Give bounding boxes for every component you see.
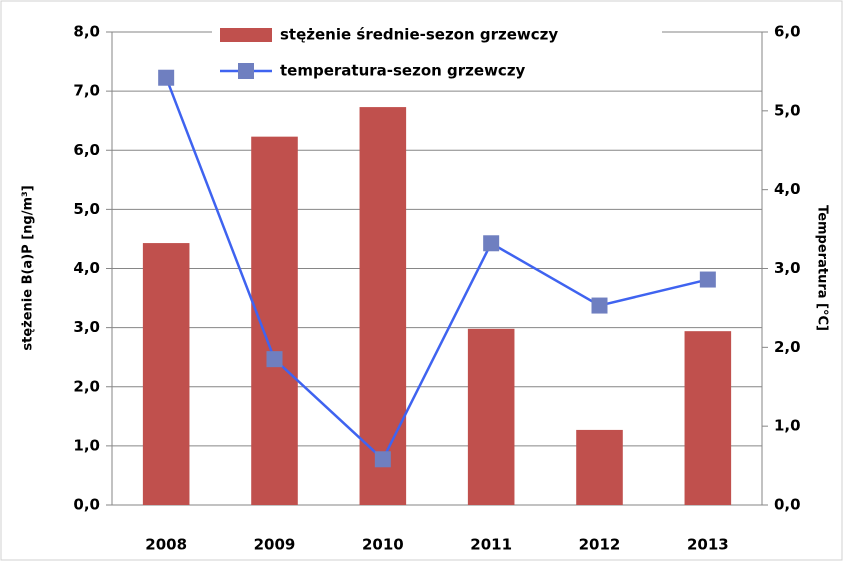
marker: [699, 271, 716, 288]
marker: [266, 351, 283, 368]
y-tick-label: 1,0: [73, 436, 100, 454]
line: [165, 77, 709, 462]
marker: [591, 297, 608, 314]
legend-label: stężenie średnie-sezon grzewczy: [280, 26, 558, 44]
bar: [576, 429, 623, 505]
y-tick-label: 7,0: [73, 82, 100, 100]
legend-box: [212, 18, 662, 88]
bar: [467, 328, 515, 505]
y2-tick-label: 3,0: [774, 259, 801, 277]
legend-marker: [238, 63, 254, 79]
bar: [251, 136, 298, 505]
x-tick-label: 2009: [254, 536, 296, 554]
x-tick-label: 2011: [470, 536, 512, 554]
y2-axis-label: Temperatura [°C]: [815, 205, 830, 331]
y-tick-label: 8,0: [73, 23, 100, 41]
marker: [158, 69, 175, 86]
y-tick-label: 4,0: [73, 259, 100, 277]
bar: [684, 331, 732, 505]
marker: [374, 451, 391, 468]
bar: [359, 107, 407, 506]
y-tick-label: 2,0: [73, 377, 100, 395]
x-tick-label: 2008: [145, 536, 187, 554]
y2-tick-label: 0,0: [774, 496, 801, 514]
y-tick-label: 5,0: [73, 200, 100, 218]
marker: [483, 235, 500, 252]
y2-tick-label: 5,0: [774, 101, 801, 119]
legend-label: temperatura-sezon grzewczy: [280, 62, 526, 80]
y-axis-label: stężenie B(a)P [ng/m³]: [21, 185, 36, 350]
y2-tick-label: 1,0: [774, 417, 801, 435]
y2-tick-label: 2,0: [774, 338, 801, 356]
x-tick-label: 2010: [362, 536, 404, 554]
y2-tick-label: 4,0: [774, 180, 801, 198]
bar: [142, 243, 190, 506]
y-tick-label: 6,0: [73, 141, 100, 159]
legend-swatch: [220, 28, 272, 42]
x-tick-label: 2013: [687, 536, 729, 554]
y-tick-label: 3,0: [73, 318, 100, 336]
y2-tick-label: 6,0: [774, 23, 801, 41]
y-tick-label: 0,0: [73, 496, 100, 514]
x-tick-label: 2012: [579, 536, 621, 554]
